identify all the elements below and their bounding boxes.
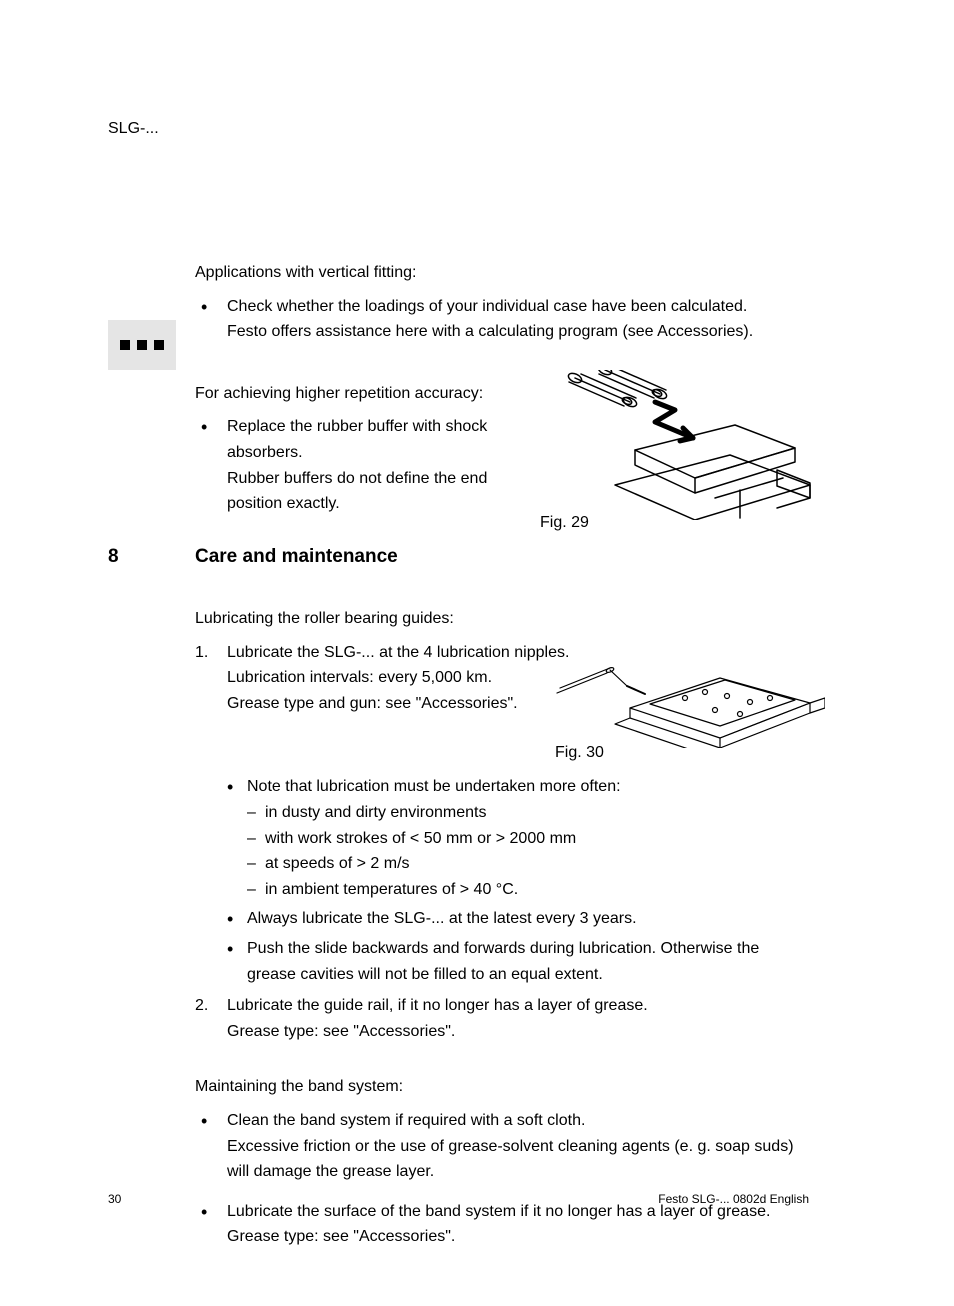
vertical-bullet-1: Check whether the loadings of your indiv… (195, 294, 815, 345)
lub-note-moreoften-text: Note that lubrication must be undertaken… (247, 778, 621, 795)
section-title: Care and maintenance (195, 546, 398, 568)
section-heading: 8 Care and maintenance (108, 546, 808, 568)
lub-cond-4: in ambient temperatures of > 40 °C. (247, 877, 787, 903)
accuracy-intro: For achieving higher repetition accuracy… (195, 381, 535, 407)
vertical-intro: Applications with vertical fitting: (195, 260, 815, 286)
lub-step-2-line2: Grease type: see "Accessories". (227, 1023, 455, 1040)
band-intro: Maintaining the band system: (195, 1074, 815, 1100)
lub-cond-3: at speeds of > 2 m/s (247, 851, 787, 877)
lub-step-2-num: 2. (195, 993, 208, 1019)
lub-cond-2: with work strokes of < 50 mm or > 2000 m… (247, 826, 787, 852)
lub-step-2: 2. Lubricate the guide rail, if it no lo… (195, 993, 815, 1044)
accuracy-bullet-1-line1: Replace the rubber buffer with shock abs… (227, 418, 487, 461)
lub-cond-1: in dusty and dirty environments (247, 800, 787, 826)
footer-doc-id: Festo SLG-... 0802d English (658, 1192, 809, 1206)
accuracy-bullet-1: Replace the rubber buffer with shock abs… (195, 414, 535, 516)
band-bullet-1-line2: Excessive friction or the use of grease-… (227, 1138, 794, 1181)
figure-29-caption: Fig. 29 (540, 514, 589, 532)
sidebar-marker-icon (108, 320, 176, 370)
lub-step-1: 1. Lubricate the SLG-... at the 4 lubric… (195, 640, 575, 988)
lub-step-1-line3: Grease type and gun: see "Accessories". (227, 695, 518, 712)
accuracy-bullets: Replace the rubber buffer with shock abs… (195, 414, 535, 516)
figure-30-caption: Fig. 30 (555, 744, 604, 762)
band-bullet-1: Clean the band system if required with a… (195, 1108, 815, 1185)
lub-conditions: in dusty and dirty environments with wor… (247, 800, 787, 902)
figure-29-illustration (535, 370, 820, 520)
lub-note-moreoften: Note that lubrication must be undertaken… (227, 774, 787, 902)
vertical-bullet-1-line2: Festo offers assistance here with a calc… (227, 323, 753, 340)
lub-step-1-notes: Note that lubrication must be undertaken… (227, 774, 787, 987)
band-bullet-2-line2: Grease type: see "Accessories". (227, 1228, 455, 1245)
footer-page-number: 30 (108, 1192, 121, 1206)
vertical-bullets: Check whether the loadings of your indiv… (195, 294, 815, 345)
vertical-bullet-1-line1: Check whether the loadings of your indiv… (227, 298, 747, 315)
band-bullets: Clean the band system if required with a… (195, 1108, 815, 1250)
lub-intro: Lubricating the roller bearing guides: (195, 606, 815, 632)
lub-step-2-line1: Lubricate the guide rail, if it no longe… (227, 997, 648, 1014)
lub-step-1-num: 1. (195, 640, 208, 666)
figure-30-illustration (555, 648, 825, 748)
lub-step-1-line2: Lubrication intervals: every 5,000 km. (227, 669, 492, 686)
band-bullet-2: Lubricate the surface of the band system… (195, 1199, 815, 1250)
section-number: 8 (108, 546, 195, 568)
accuracy-bullet-1-line2: Rubber buffers do not define the end pos… (227, 470, 487, 513)
lub-note-always: Always lubricate the SLG-... at the late… (227, 906, 787, 932)
lub-note-push: Push the slide backwards and forwards du… (227, 936, 787, 987)
band-bullet-1-line1: Clean the band system if required with a… (227, 1112, 585, 1129)
page-header-product: SLG-... (108, 120, 159, 138)
lub-step-1-line1: Lubricate the SLG-... at the 4 lubricati… (227, 644, 569, 661)
